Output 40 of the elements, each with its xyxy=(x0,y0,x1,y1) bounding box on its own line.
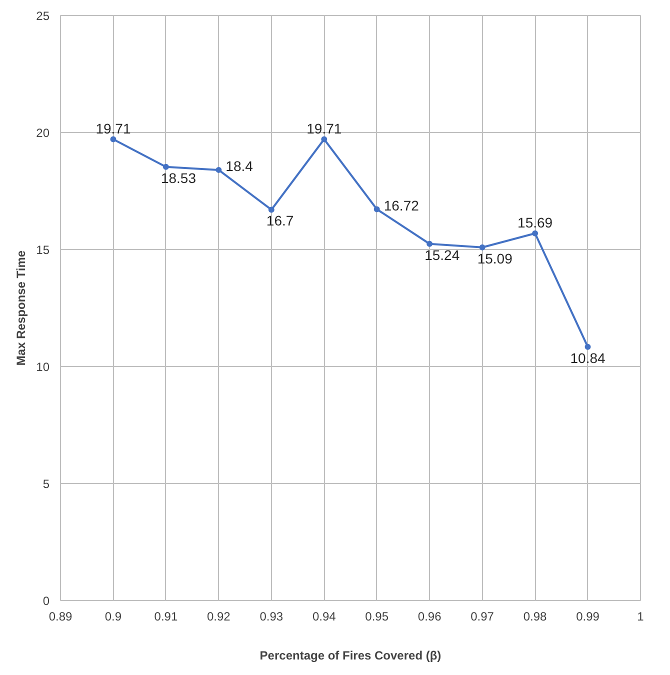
data-label: 15.09 xyxy=(477,250,513,266)
data-label: 15.24 xyxy=(424,246,460,263)
x-tick-label: 0.89 xyxy=(48,610,73,624)
x-tick-label: 0.9 xyxy=(104,610,122,624)
point xyxy=(479,244,486,250)
x-tick-label: 0.98 xyxy=(523,610,548,624)
point xyxy=(532,230,538,236)
data-label: 10.84 xyxy=(570,350,606,366)
point xyxy=(216,166,222,173)
y-tick-label: 5 xyxy=(42,477,50,491)
y-tick-label: 0 xyxy=(42,594,50,608)
x-tick-label: 0.95 xyxy=(365,610,389,624)
y-tick-label: 25 xyxy=(36,9,50,23)
point xyxy=(162,164,169,170)
point xyxy=(374,206,380,212)
data-label: 16.7 xyxy=(266,212,294,229)
x-tick-label: 0.99 xyxy=(576,610,600,624)
data-label: 19.71 xyxy=(96,120,131,136)
x-tick-label: 0.94 xyxy=(312,610,336,624)
x-tick-label: 0.96 xyxy=(418,610,442,624)
x-axis-title: Percentage of Fires Covered (β) xyxy=(260,648,442,662)
x-tick-label: 0.97 xyxy=(470,610,494,624)
y-tick-label: 20 xyxy=(36,126,50,140)
x-tick-label: 0.92 xyxy=(207,610,231,624)
data-label: 18.53 xyxy=(160,170,196,186)
data-label: 16.72 xyxy=(384,197,420,214)
data-label: 18.4 xyxy=(226,158,254,174)
point xyxy=(321,136,328,142)
y-tick-label: 10 xyxy=(36,360,50,374)
x-tick-label: 0.91 xyxy=(154,610,178,624)
y-axis-title: Max Response Time xyxy=(14,250,28,366)
x-tick-label: 1 xyxy=(637,610,644,624)
point xyxy=(426,240,433,247)
data-label: 19.71 xyxy=(306,120,342,136)
x-tick-label: 0.93 xyxy=(260,610,284,624)
point xyxy=(584,344,591,350)
point xyxy=(110,136,116,142)
data-label: 15.69 xyxy=(518,214,553,230)
point xyxy=(268,206,274,213)
y-tick-label: 15 xyxy=(36,243,50,257)
